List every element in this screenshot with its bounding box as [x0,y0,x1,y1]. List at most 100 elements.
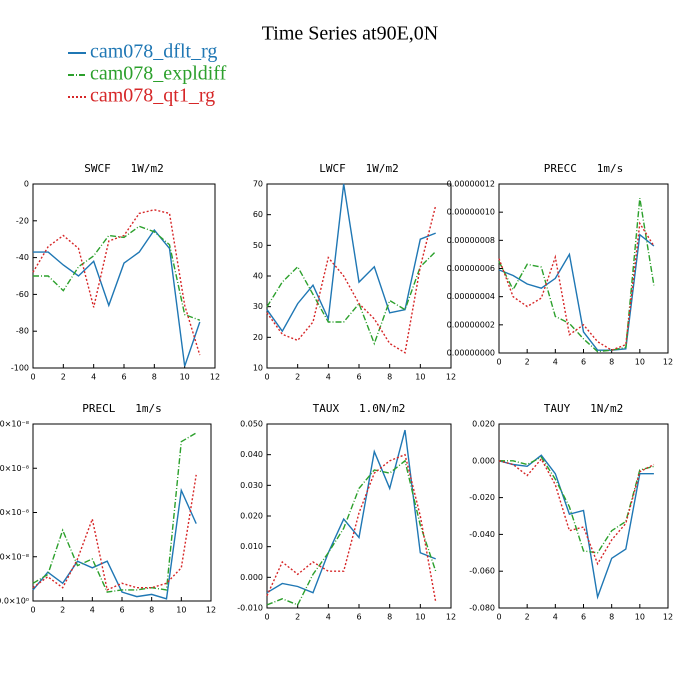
x-tick-label: 2 [525,613,530,622]
x-tick-label: 6 [356,373,361,382]
x-tick-label: 10 [635,358,645,367]
x-tick-label: 0 [496,613,501,622]
y-tick-label: -80 [16,327,29,336]
series-line [498,454,654,600]
x-tick-label: 10 [415,613,425,622]
x-tick-label: 4 [553,613,558,622]
y-tick-label: -20 [16,216,29,225]
x-tick-label: 8 [152,373,157,382]
x-tick-label: 8 [609,358,614,367]
x-tick-label: 0 [30,606,35,615]
x-tick-label: 4 [326,373,331,382]
x-tick-label: 0 [496,358,501,367]
x-tick-label: 0 [30,373,35,382]
x-tick-label: 10 [180,373,190,382]
legend-label: cam078_dflt_rg [90,41,217,63]
x-tick-label: 12 [206,606,216,615]
y-tick-label: -40 [16,253,29,262]
x-tick-label: 6 [121,373,126,382]
x-tick-label: 10 [635,613,645,622]
y-tick-label: 0.00000000 [447,349,495,358]
y-tick-label: 6.0×10⁻⁸ [0,464,29,473]
x-tick-label: 8 [387,373,392,382]
y-tick-label: 70 [253,180,263,189]
x-tick-label: 8 [609,613,614,622]
x-tick-label: 12 [663,613,673,622]
y-tick-label: 30 [253,302,263,311]
series-line [266,205,437,354]
y-tick-label: 0.010 [240,542,263,551]
y-tick-label: -60 [16,290,29,299]
y-tick-label: -0.040 [469,530,495,539]
x-tick-label: 2 [525,358,530,367]
series-line [499,456,655,554]
x-tick-label: 0 [264,373,269,382]
y-tick-label: 0.050 [240,420,263,429]
series-line [266,459,437,606]
panel-title: PRECC 1m/s [544,162,623,175]
series-line [498,221,655,351]
x-tick-label: 2 [295,373,300,382]
y-tick-label: 10 [253,364,263,373]
y-tick-label: 0.020 [240,512,263,521]
legend-label: cam078_qt1_rg [90,85,215,107]
x-tick-label: 4 [326,613,331,622]
y-tick-label: 0.000 [240,573,263,582]
y-tick-label: 0.020 [472,420,495,429]
y-tick-label: 40 [253,272,263,281]
series-line [32,209,201,356]
plot-frame [266,423,452,609]
x-tick-label: 12 [663,358,673,367]
y-tick-label: 0.00000002 [447,320,495,329]
y-tick-label: -0.020 [469,493,495,502]
series-line [266,429,436,594]
series-line [266,251,437,346]
y-tick-label: 0.00000008 [447,236,495,245]
x-tick-label: 6 [581,358,586,367]
x-tick-label: 4 [90,606,95,615]
x-tick-label: 2 [60,606,65,615]
y-tick-label: -0.010 [237,604,263,613]
x-tick-label: 8 [149,606,154,615]
x-tick-label: 12 [446,373,456,382]
series-line [498,457,655,566]
x-tick-label: 2 [61,373,66,382]
y-tick-label: 0.0×10⁰ [0,597,29,606]
x-tick-label: 6 [119,606,124,615]
y-tick-label: 4.0×10⁻⁸ [0,508,29,517]
x-tick-label: 10 [415,373,425,382]
series-line [266,183,436,333]
panel-title: SWCF 1W/m2 [84,162,163,175]
y-tick-label: 0 [24,180,29,189]
series-line [32,432,197,593]
series-line [498,197,655,353]
series-line [33,225,201,321]
x-tick-label: 12 [446,613,456,622]
x-tick-label: 4 [553,358,558,367]
x-tick-label: 4 [91,373,96,382]
y-tick-label: 0.00000006 [447,264,495,273]
x-tick-label: 2 [295,613,300,622]
y-tick-label: 60 [253,210,263,219]
plot-frame [32,423,212,602]
y-tick-label: 0.030 [240,481,263,490]
y-tick-label: 0.00000010 [447,208,495,217]
y-tick-label: -0.080 [469,604,495,613]
y-tick-label: -100 [11,364,29,373]
y-tick-label: 20 [253,333,263,342]
y-tick-label: 50 [253,241,263,250]
x-tick-label: 0 [264,613,269,622]
x-tick-label: 10 [176,606,186,615]
panel-title: LWCF 1W/m2 [319,162,398,175]
series-line [32,474,197,591]
x-tick-label: 12 [210,373,220,382]
y-tick-label: 0.00000012 [447,180,495,189]
y-tick-label: 2.0×10⁻⁸ [0,552,29,561]
y-tick-label: 0.00000004 [447,292,495,301]
legend-label: cam078_expldiff [90,63,227,85]
plot-frame [498,423,669,609]
figure-title: Time Series at90E,0N [262,23,438,45]
series-line [33,228,201,367]
plot-frame [266,183,452,369]
